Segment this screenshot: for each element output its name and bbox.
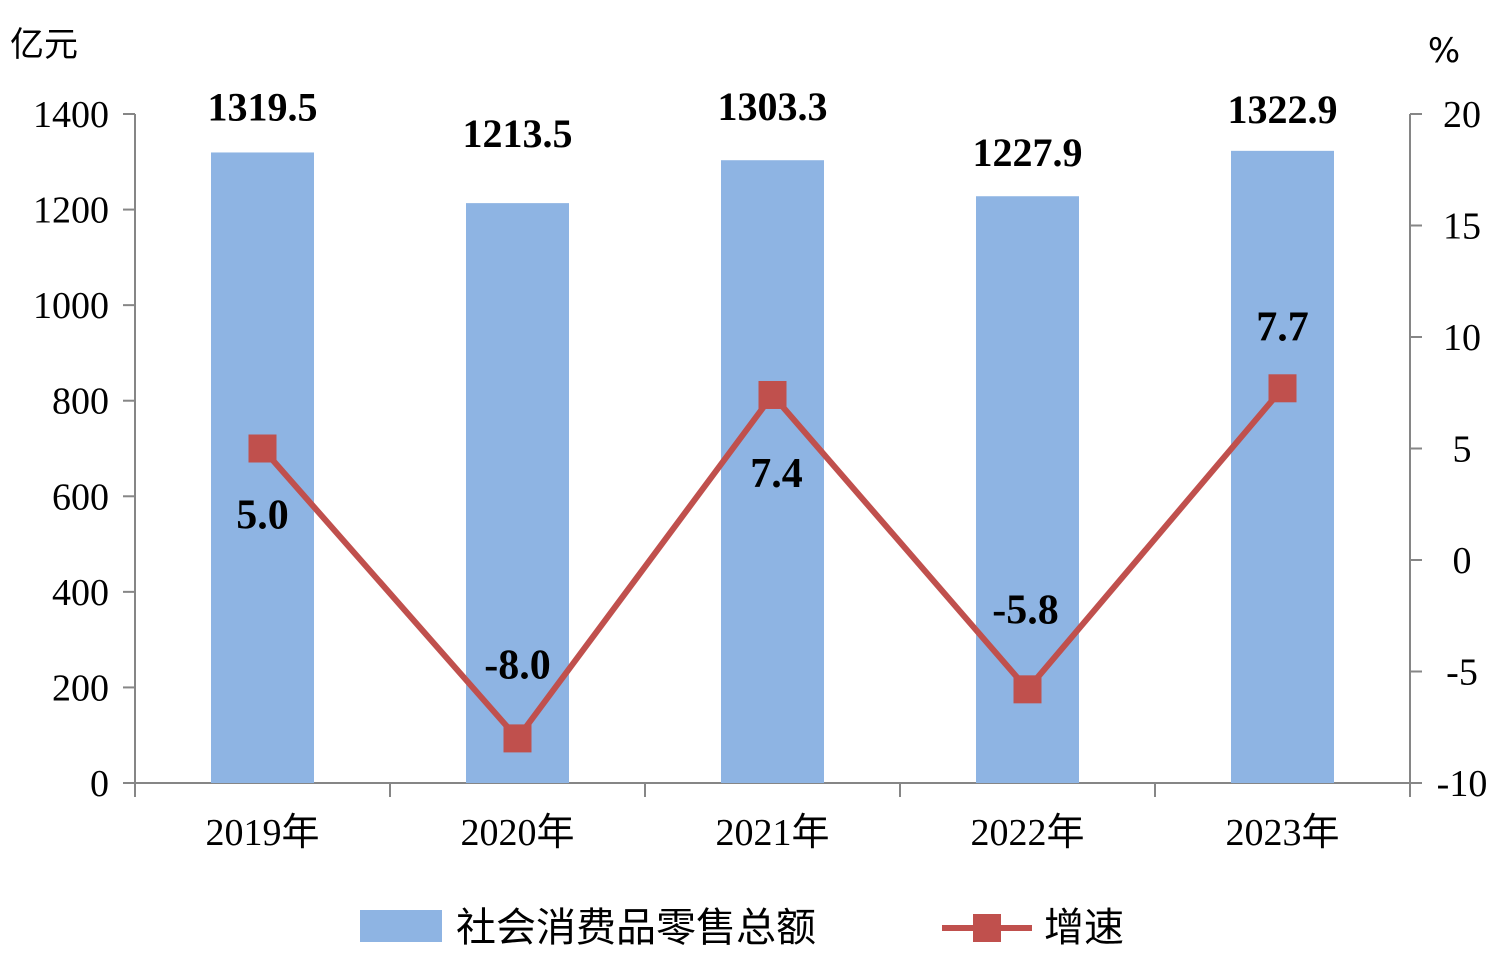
bar bbox=[1231, 150, 1334, 784]
left-axis-tick-label: 400 bbox=[52, 572, 109, 614]
right-axis-tick-label: 5 bbox=[1453, 429, 1472, 471]
x-axis-tick-label: 2021年 bbox=[715, 812, 829, 854]
bar bbox=[211, 152, 314, 783]
growth-value-label: 5.0 bbox=[236, 493, 289, 539]
legend-swatch-marker bbox=[973, 914, 1001, 942]
x-axis-tick-label: 2022年 bbox=[970, 812, 1084, 854]
growth-point-marker bbox=[503, 724, 532, 753]
left-axis-unit: 亿元 bbox=[10, 25, 78, 65]
right-axis-unit: % bbox=[1428, 31, 1460, 71]
growth-value-label: -5.8 bbox=[992, 587, 1059, 633]
right-axis-tick-label: 0 bbox=[1453, 540, 1472, 582]
right-axis-tick-label: 10 bbox=[1443, 317, 1481, 359]
growth-value-label: 7.4 bbox=[750, 451, 803, 497]
growth-point-marker bbox=[758, 380, 787, 409]
left-axis-tick-label: 200 bbox=[52, 667, 109, 709]
data-labels-group: 1319.5 1213.5 1303.3 1227.9 1322.9 5.0 -8.0 7.4… bbox=[208, 84, 1338, 688]
left-axis-tick-label: 0 bbox=[90, 763, 109, 805]
axes-group: 0 200 400 600 800 1000 1200 1400 亿元 -10 -5 0 5 10 15 20… bbox=[10, 25, 1487, 854]
right-axis-tick-label: 20 bbox=[1443, 94, 1481, 136]
left-axis-tick-label: 800 bbox=[52, 381, 109, 423]
right-axis-tick-label: -10 bbox=[1437, 763, 1488, 805]
legend-label-line: 增速 bbox=[1044, 905, 1124, 951]
left-axis-tick-label: 1000 bbox=[33, 285, 109, 327]
x-axis-tick-label: 2019年 bbox=[205, 812, 319, 854]
left-axis-tick-label: 1200 bbox=[33, 190, 109, 232]
bar-value-label: 1319.5 bbox=[208, 84, 318, 129]
x-axis-tick-label: 2020年 bbox=[460, 812, 574, 854]
bar bbox=[466, 203, 569, 783]
left-axis-tick-label: 600 bbox=[52, 476, 109, 518]
legend-label-bar: 社会消费品零售总额 bbox=[456, 905, 816, 951]
growth-point-marker bbox=[1013, 675, 1042, 704]
growth-value-label: 7.7 bbox=[1256, 304, 1309, 350]
growth-point-marker bbox=[248, 434, 277, 463]
growth-line-group bbox=[248, 374, 1297, 753]
legend-swatch-bar bbox=[360, 910, 442, 942]
legend: 社会消费品零售总额 增速 bbox=[360, 905, 1124, 951]
right-axis-tick-label: 15 bbox=[1443, 206, 1481, 248]
growth-point-marker bbox=[1268, 374, 1297, 403]
growth-value-label: -8.0 bbox=[484, 642, 551, 688]
bar-value-label: 1213.5 bbox=[463, 111, 573, 156]
right-axis-tick-label: -5 bbox=[1446, 652, 1478, 694]
bar-value-label: 1227.9 bbox=[973, 130, 1083, 175]
bars-group bbox=[211, 150, 1334, 784]
left-axis-tick-label: 1400 bbox=[33, 94, 109, 136]
bar-value-label: 1322.9 bbox=[1228, 87, 1338, 132]
bar-value-label: 1303.3 bbox=[718, 84, 828, 129]
x-axis-tick-label: 2023年 bbox=[1225, 812, 1339, 854]
bar bbox=[721, 160, 824, 783]
